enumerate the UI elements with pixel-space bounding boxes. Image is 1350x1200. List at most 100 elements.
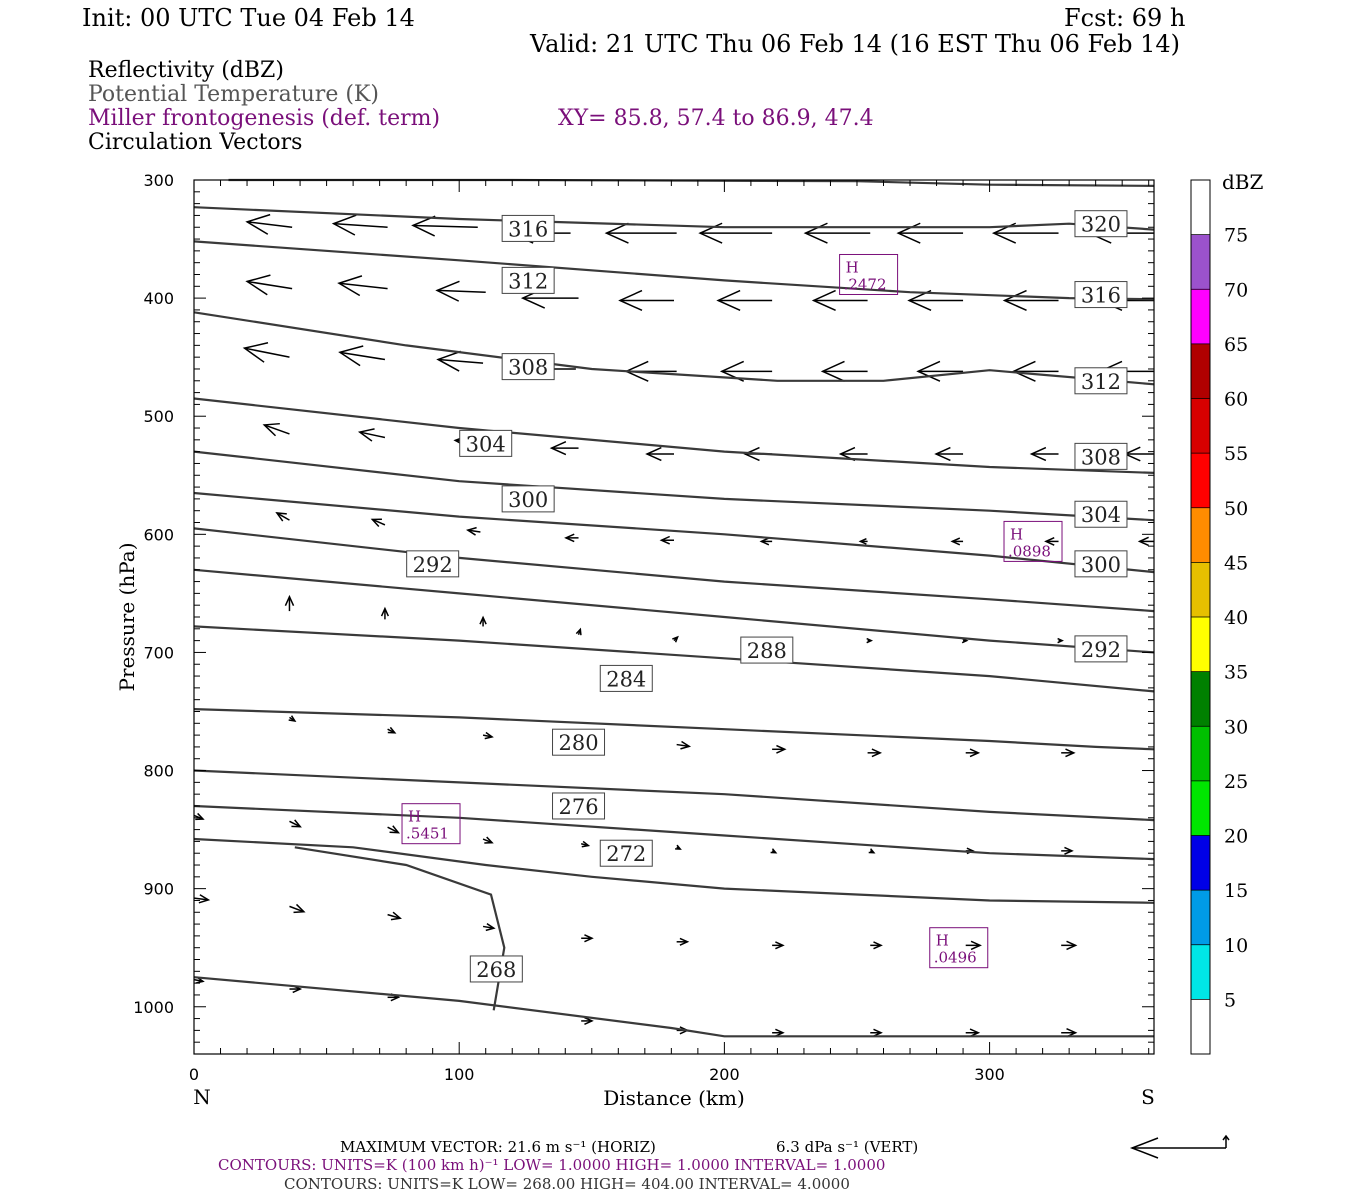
circulation-vector (867, 748, 883, 758)
isentrope-label: 280 (552, 728, 606, 756)
circulation-vector (387, 825, 401, 834)
colorbar-segment (1191, 453, 1210, 508)
y-tick-label: 300 (143, 171, 174, 190)
colorbar-segment (1191, 617, 1210, 672)
isentrope-label: 300 (1074, 550, 1128, 578)
svg-text:292: 292 (1081, 638, 1121, 662)
field-vectors: Circulation Vectors (88, 130, 303, 155)
colorbar-segment (1191, 726, 1210, 781)
colorbar-level: 40 (1224, 607, 1248, 629)
south-label: S (1141, 1085, 1155, 1109)
circulation-vector (772, 941, 785, 950)
svg-text:308: 308 (1081, 445, 1121, 469)
colorbar-segment (1191, 180, 1210, 235)
circulation-vector (858, 538, 868, 545)
circulation-vector (482, 731, 494, 740)
circulation-vector (916, 360, 964, 382)
isentrope-label: 312 (501, 266, 555, 294)
circulation-vector (289, 819, 302, 828)
isentrope-label: 312 (1074, 367, 1128, 395)
circulation-vector (645, 446, 674, 462)
isentrope-label: 292 (406, 550, 460, 578)
colorbar-segment (1191, 780, 1210, 836)
circulation-vector (193, 812, 205, 821)
circulation-vector (549, 440, 579, 456)
isentrope-292 (193, 568, 1155, 654)
colorbar-segment (1191, 944, 1210, 1000)
circulation-vector (618, 289, 674, 312)
field-frontogenesis: Miller frontogenesis (def. term) (88, 106, 441, 131)
circulation-vector (581, 1016, 594, 1026)
colorbar-segment (1191, 507, 1210, 563)
frontogenesis-max: H.2472 (839, 253, 899, 295)
isentrope-label: 276 (552, 792, 606, 820)
isentrope-label: 272 (599, 839, 653, 867)
colorbar-level: 70 (1224, 279, 1248, 301)
colorbar-level: 15 (1224, 880, 1248, 902)
circulation-vector (907, 289, 964, 312)
circulation-vector (482, 836, 494, 844)
isentrope-label: 320 (1074, 210, 1128, 238)
svg-text:316: 316 (1081, 284, 1121, 308)
isentrope-308 (193, 397, 1155, 474)
circulation-vector (1011, 360, 1059, 382)
y-axis-label: Pressure (hPa) (115, 543, 139, 692)
circulation-vector (465, 526, 481, 536)
frontogenesis-max: H.0496 (929, 927, 989, 969)
y-tick-label: 700 (143, 643, 174, 662)
colorbar-level: 30 (1224, 716, 1248, 738)
colorbar-level: 60 (1224, 389, 1248, 411)
svg-text:H: H (408, 808, 421, 826)
max-vector-horiz: MAXIMUM VECTOR: 21.6 m s⁻¹ (HORIZ) (340, 1138, 656, 1156)
x-tick-label: 300 (974, 1065, 1005, 1084)
circulation-vector (245, 213, 293, 235)
circulation-vector (482, 922, 496, 932)
init-time: Init: 00 UTC Tue 04 Feb 14 (82, 4, 415, 32)
circulation-vector (575, 627, 582, 636)
colorbar-level: 10 (1224, 935, 1248, 957)
circulation-vector (411, 215, 478, 237)
circulation-vector (479, 615, 487, 627)
circulation-vector (1002, 289, 1059, 312)
circulation-vector (866, 637, 874, 644)
circulation-vector (759, 537, 773, 546)
isentrope-label: 284 (599, 664, 653, 692)
svg-text:280: 280 (558, 731, 598, 755)
contours-frontogenesis: CONTOURS: UNITS=K (100 km h)⁻¹ LOW= 1.00… (218, 1156, 886, 1174)
y-tick-label: 500 (143, 407, 174, 426)
colorbar-level: 20 (1224, 826, 1248, 848)
circulation-vector (604, 222, 677, 244)
circulation-vector (1029, 446, 1059, 462)
y-tick-label: 900 (143, 880, 174, 899)
isentrope-label-layer: 316 320 312 316 308 312 304 308 300 304 292 300 288 2… (406, 210, 1128, 983)
isentrope-label: 268 (469, 955, 523, 983)
isentrope-288 (193, 625, 1155, 693)
svg-text:320: 320 (1081, 213, 1121, 237)
frontogenesis-max: H.0898 (1003, 520, 1063, 562)
svg-text:312: 312 (1081, 370, 1121, 394)
colorbar-level: 65 (1224, 334, 1248, 356)
circulation-vector (337, 275, 388, 297)
circulation-vector (357, 428, 386, 442)
field-reflectivity: Reflectivity (dBZ) (88, 58, 284, 83)
colorbar-segment (1191, 562, 1210, 617)
circulation-vector (581, 840, 591, 848)
colorbar-segment (1191, 890, 1210, 945)
isentrope-312 (193, 311, 1155, 386)
svg-text:288: 288 (747, 639, 787, 663)
colorbar-segment (1191, 671, 1210, 727)
svg-text:H: H (936, 932, 949, 950)
svg-text:272: 272 (606, 842, 646, 866)
circulation-vector (811, 289, 868, 312)
colorbar-level: 5 (1224, 989, 1236, 1011)
y-tick-label: 600 (143, 525, 174, 544)
isentrope-layer (193, 178, 1155, 1038)
isentrope-264 (193, 976, 1154, 1038)
circulation-vector (772, 1028, 785, 1037)
circulation-vector (581, 934, 594, 943)
circulation-vector (284, 594, 295, 612)
svg-text:.0898: .0898 (1008, 542, 1051, 560)
circulation-vector (564, 533, 579, 543)
circulation-vector (193, 894, 211, 904)
